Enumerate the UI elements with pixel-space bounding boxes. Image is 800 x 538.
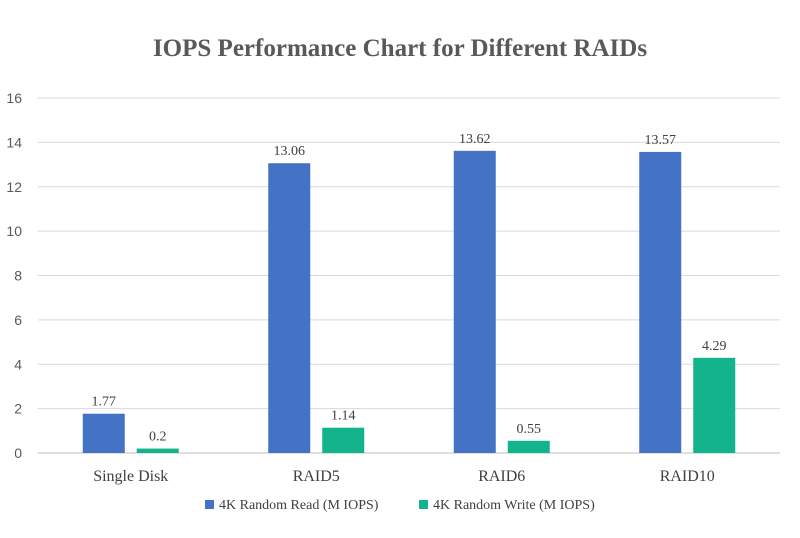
legend-label-read: 4K Random Read (M IOPS) — [219, 498, 379, 513]
y-tick-label: 16 — [6, 90, 22, 106]
bar-write — [507, 440, 550, 453]
x-tick-label: Single Disk — [93, 468, 168, 485]
legend-swatch-write — [419, 500, 428, 509]
data-label-write: 0.2 — [149, 430, 167, 445]
legend: 4K Random Read (M IOPS) 4K Random Write (… — [205, 498, 595, 513]
x-tick-label: RAID6 — [478, 468, 525, 485]
y-tick-label: 8 — [14, 268, 22, 284]
data-label-write: 1.14 — [331, 409, 356, 424]
bar-read — [82, 413, 125, 453]
bar-write — [693, 357, 736, 453]
y-tick-label: 14 — [6, 134, 22, 150]
x-axis: Single Disk RAID5 RAID6 RAID10 — [93, 468, 715, 485]
y-tick-label: 10 — [6, 223, 22, 239]
bar-read — [268, 163, 311, 453]
data-label-write: 0.55 — [517, 422, 542, 437]
data-label-read: 13.06 — [274, 144, 306, 159]
y-tick-label: 2 — [14, 401, 22, 417]
grid-lines — [38, 97, 780, 454]
bar-write — [322, 427, 365, 453]
bar-read — [453, 150, 496, 453]
y-tick-label: 0 — [14, 445, 22, 461]
data-label-read: 1.77 — [92, 395, 117, 410]
y-axis: 0 2 4 6 8 10 12 14 16 — [6, 90, 22, 461]
y-tick-label: 12 — [6, 179, 22, 195]
legend-swatch-read — [205, 500, 214, 509]
bar-read — [639, 151, 682, 453]
data-label-read: 13.62 — [459, 132, 491, 147]
data-label-read: 13.57 — [645, 133, 677, 148]
y-tick-label: 4 — [14, 356, 22, 372]
y-tick-label: 6 — [14, 312, 22, 328]
data-label-write: 4.29 — [702, 339, 727, 354]
legend-label-write: 4K Random Write (M IOPS) — [433, 498, 595, 513]
bar-write — [136, 448, 179, 453]
bars: 1.77 0.2 13.06 1.14 13.62 0.55 13.57 4.29 — [82, 132, 736, 453]
chart-title: IOPS Performance Chart for Different RAI… — [153, 35, 647, 62]
x-tick-label: RAID5 — [293, 468, 340, 485]
x-tick-label: RAID10 — [660, 468, 715, 485]
